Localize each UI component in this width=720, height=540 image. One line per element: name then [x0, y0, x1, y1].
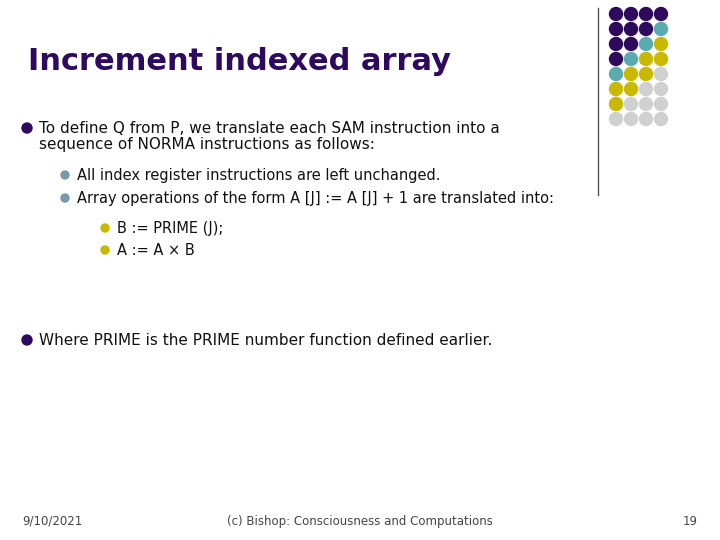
Text: All index register instructions are left unchanged.: All index register instructions are left… — [77, 168, 441, 183]
Circle shape — [639, 52, 652, 65]
Circle shape — [654, 52, 667, 65]
Text: sequence of NORMA instructions as follows:: sequence of NORMA instructions as follow… — [39, 137, 375, 152]
Circle shape — [654, 37, 667, 51]
Circle shape — [654, 68, 667, 80]
Circle shape — [610, 98, 623, 111]
Circle shape — [639, 112, 652, 125]
Circle shape — [101, 246, 109, 254]
Text: A := A × B: A := A × B — [117, 243, 194, 258]
Circle shape — [639, 98, 652, 111]
Circle shape — [610, 52, 623, 65]
Circle shape — [654, 8, 667, 21]
Text: To define Q from P, we translate each SAM instruction into a: To define Q from P, we translate each SA… — [39, 121, 500, 136]
Text: 9/10/2021: 9/10/2021 — [22, 515, 82, 528]
Text: Increment indexed array: Increment indexed array — [28, 48, 451, 77]
Text: (c) Bishop: Consciousness and Computations: (c) Bishop: Consciousness and Computatio… — [227, 515, 493, 528]
Circle shape — [639, 37, 652, 51]
Circle shape — [624, 52, 637, 65]
Circle shape — [654, 112, 667, 125]
Text: Array operations of the form A [J] := A [J] + 1 are translated into:: Array operations of the form A [J] := A … — [77, 191, 554, 206]
Circle shape — [639, 23, 652, 36]
Circle shape — [624, 8, 637, 21]
Circle shape — [624, 112, 637, 125]
Circle shape — [610, 23, 623, 36]
Text: B := PRIME (J);: B := PRIME (J); — [117, 221, 223, 236]
Circle shape — [61, 194, 69, 202]
Circle shape — [624, 68, 637, 80]
Circle shape — [654, 83, 667, 96]
Text: Where PRIME is the PRIME number function defined earlier.: Where PRIME is the PRIME number function… — [39, 333, 492, 348]
Circle shape — [624, 98, 637, 111]
Circle shape — [610, 8, 623, 21]
Circle shape — [639, 68, 652, 80]
Circle shape — [624, 83, 637, 96]
Circle shape — [654, 98, 667, 111]
Text: 19: 19 — [683, 515, 698, 528]
Circle shape — [101, 224, 109, 232]
Circle shape — [610, 37, 623, 51]
Circle shape — [639, 83, 652, 96]
Circle shape — [610, 112, 623, 125]
Circle shape — [624, 23, 637, 36]
Circle shape — [654, 23, 667, 36]
Circle shape — [639, 8, 652, 21]
Circle shape — [61, 171, 69, 179]
Circle shape — [610, 83, 623, 96]
Circle shape — [22, 123, 32, 133]
Circle shape — [624, 37, 637, 51]
Circle shape — [610, 68, 623, 80]
Circle shape — [22, 335, 32, 345]
